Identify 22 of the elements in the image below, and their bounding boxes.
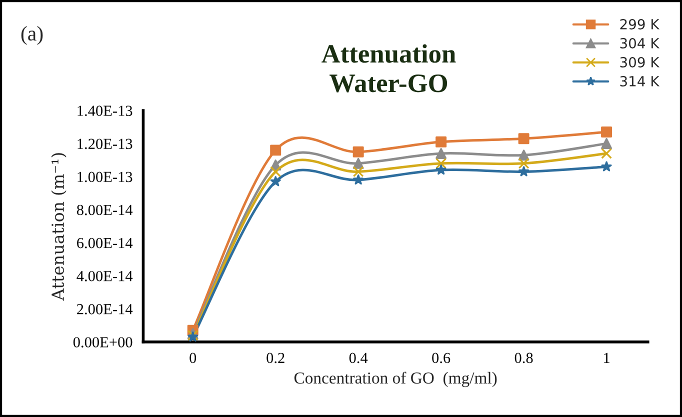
y-tick-label: 1.00E-13 xyxy=(78,172,132,182)
x-tick-label: 0.8 xyxy=(514,352,533,364)
x-tick-label: 0.2 xyxy=(266,352,284,364)
y-tick-label: 6.00E-14 xyxy=(77,238,133,248)
text: (a) xyxy=(21,26,43,45)
legend-label: 309 K xyxy=(620,56,660,68)
legend-label: 314 K xyxy=(620,76,660,86)
y-tick-label: 2.00E-14 xyxy=(77,304,133,314)
legend-label: 304 K xyxy=(620,38,660,49)
y-axis-title: Attenuation (m⁻¹) xyxy=(51,153,66,301)
y-tick-label: 4.00E-14 xyxy=(76,270,133,282)
x-tick-label: 0.4 xyxy=(349,352,368,364)
x-axis-title: Concentration of GO (mg/ml) xyxy=(294,372,497,388)
y-tick-label: 1.40E-13 xyxy=(78,106,132,116)
x-tick-label: 0.6 xyxy=(432,352,450,364)
y-tick-label: 8.00E-14 xyxy=(76,204,133,216)
legend-label: 299 K xyxy=(620,19,660,30)
chart-title: Attenuation Water-GO xyxy=(322,44,456,92)
x-tick-label: 0 xyxy=(190,352,196,364)
y-tick-label: 1.20E-13 xyxy=(78,138,132,150)
y-tick-label: 0.00E+00 xyxy=(73,337,132,348)
x-tick-label: 1 xyxy=(604,352,610,363)
